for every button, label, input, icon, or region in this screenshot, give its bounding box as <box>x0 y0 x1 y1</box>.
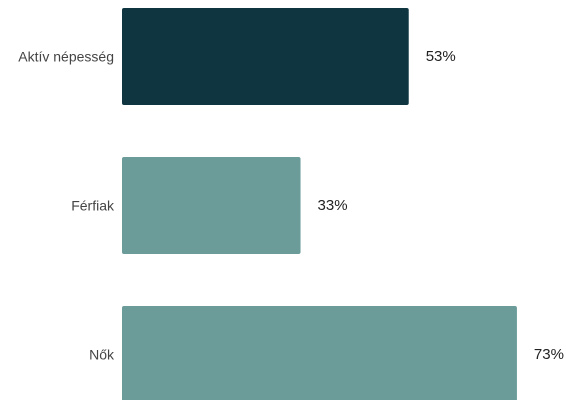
category-label-aktiv-nepesseg: Aktív népesség <box>18 49 114 65</box>
category-label-nok: Nők <box>89 347 115 363</box>
bar-nok <box>122 306 517 400</box>
value-labels-group: 53% 33% 73% <box>318 48 564 363</box>
category-label-ferfiak: Férfiak <box>71 198 115 214</box>
bar-aktiv-nepesseg <box>122 8 409 105</box>
category-labels-group: Aktív népesség Férfiak Nők <box>18 49 115 363</box>
bars-group <box>122 8 517 400</box>
value-label-ferfiak: 33% <box>318 197 348 214</box>
value-label-nok: 73% <box>534 346 564 363</box>
value-label-aktiv-nepesseg: 53% <box>426 48 456 65</box>
bar-ferfiak <box>122 157 301 254</box>
